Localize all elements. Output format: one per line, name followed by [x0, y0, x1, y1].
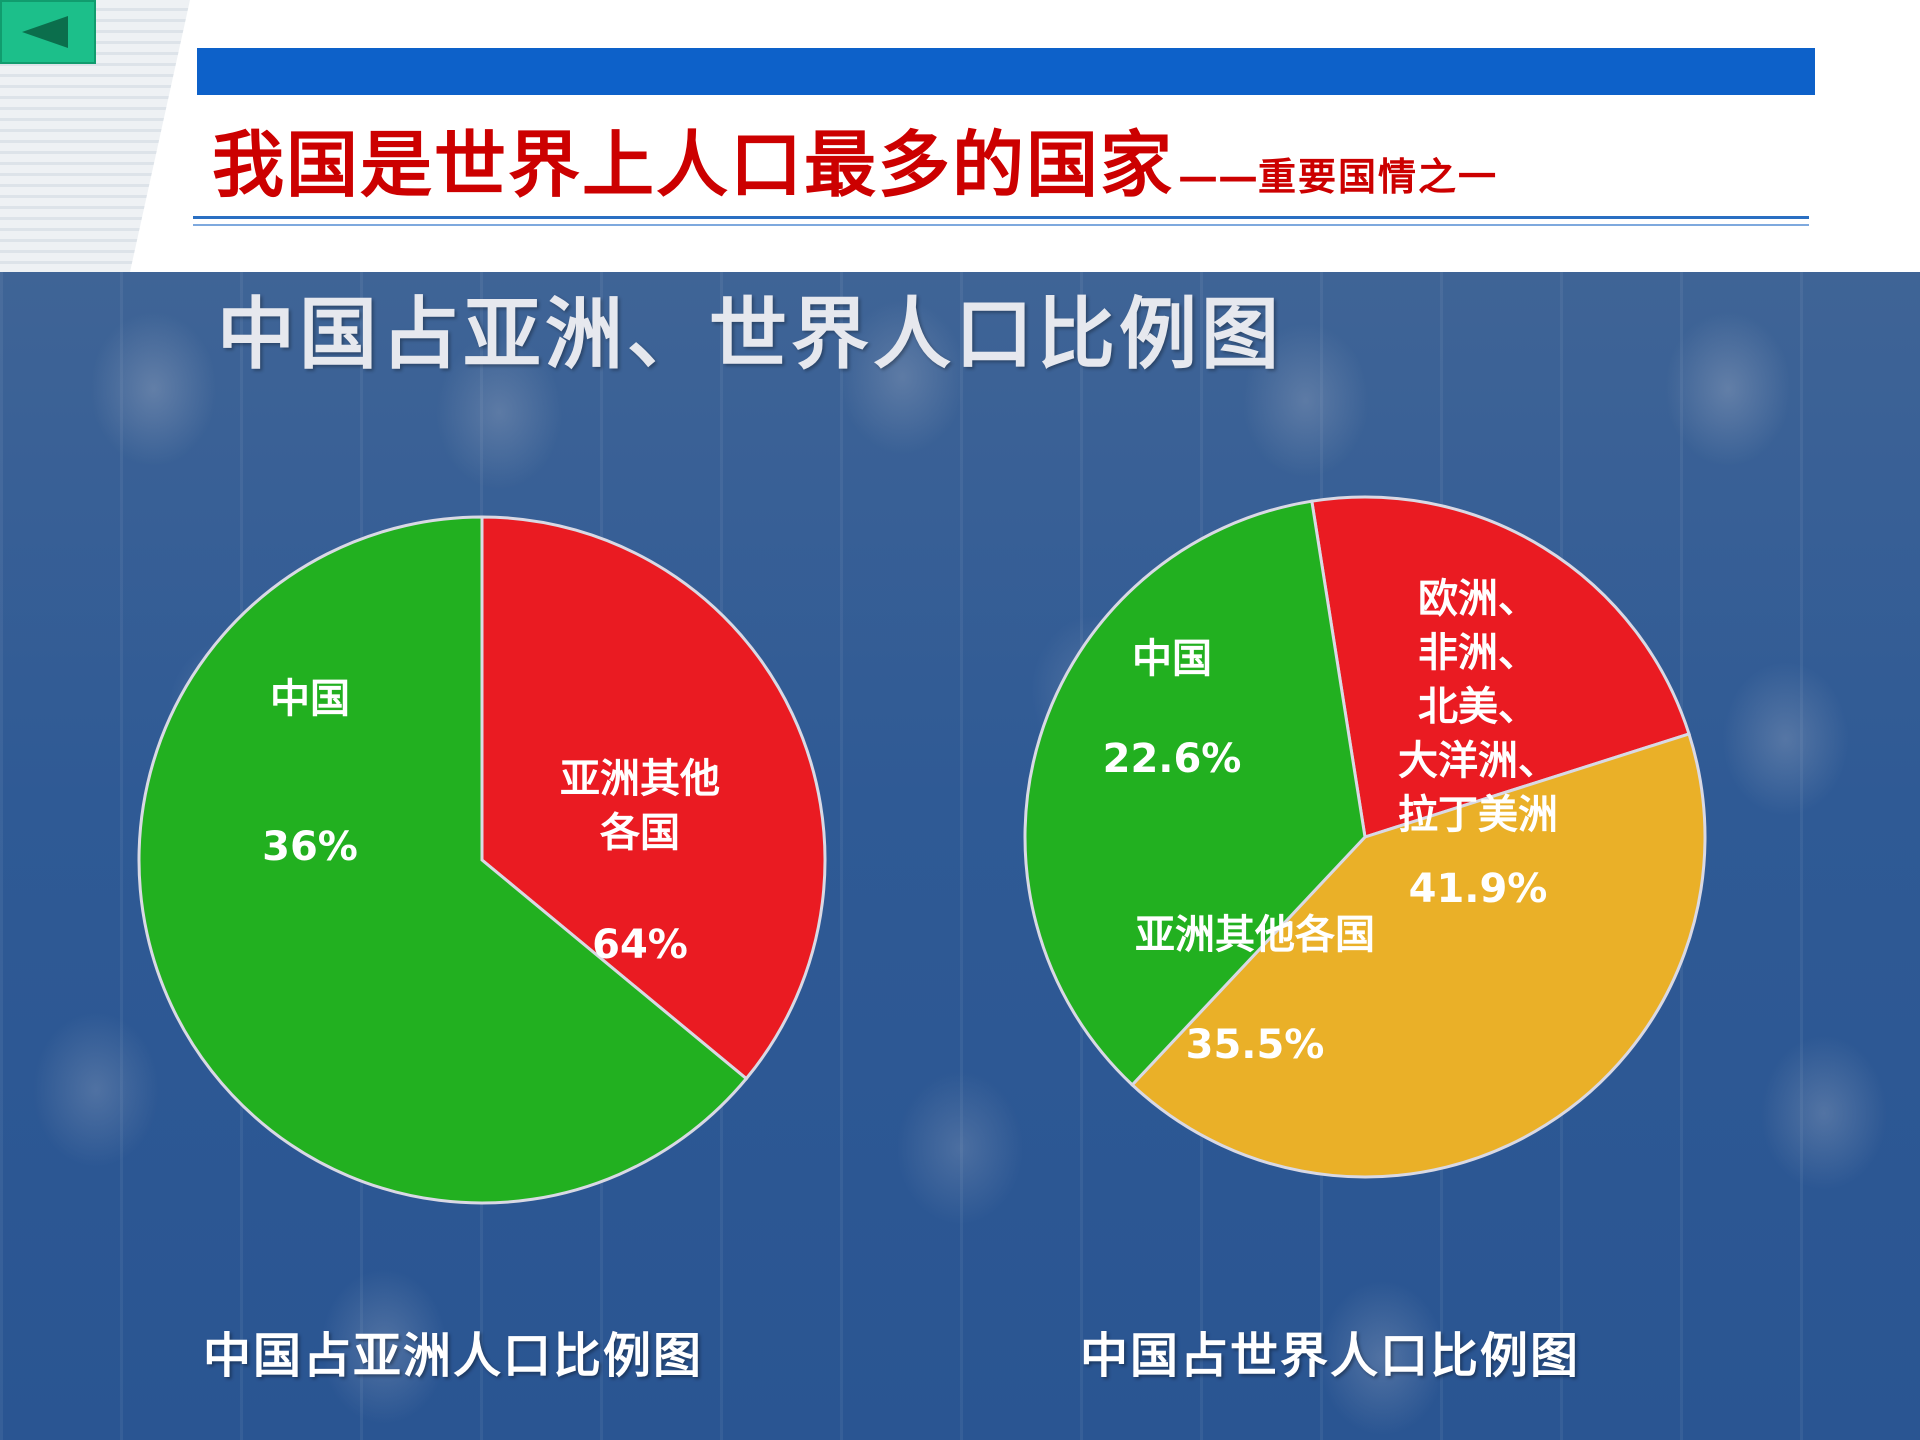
back-button[interactable]: [0, 0, 96, 64]
asia-slice-1: [137, 515, 749, 1205]
slide-header: 我国是世界上人口最多的国家 ——重要国情之一: [0, 0, 1920, 272]
world-slice-1-label: 欧洲、: [1418, 576, 1538, 622]
world-slice-0-value: 22.6%: [1103, 736, 1242, 782]
world-chart-caption: 中国占世界人口比例图: [1080, 1328, 1581, 1384]
pie-charts: 中国36%亚洲其他各国64%中国22.6%欧洲、非洲、北美、大洋洲、拉丁美洲41…: [137, 495, 1707, 1205]
world-slice-2: [1023, 499, 1367, 1087]
slide-title-subtitle: 重要国情之一: [1258, 154, 1499, 199]
asia-pie: 中国 36% 亚洲其他各国 64%: [137, 515, 827, 1205]
triangle-left-icon: [22, 16, 68, 48]
world-pie: 中国 22.6% 欧洲、非洲、北美、大洋洲、拉丁美洲 41.9% 亚洲其他各国 35.5%: [1023, 495, 1707, 1179]
world-slice-2-value: 35.5%: [1186, 1022, 1325, 1068]
header-blue-bar: [197, 48, 1815, 95]
world-slice-2-label: 亚洲其他各国: [1135, 912, 1375, 958]
asia-slice-1-label: 各国: [600, 810, 680, 856]
asia-slice-1-label: 亚洲其他: [560, 756, 720, 802]
world-slice-1-label: 北美、: [1418, 684, 1538, 730]
asia-chart-caption: 中国占亚洲人口比例图: [203, 1328, 704, 1384]
slide-title-main: 我国是世界上人口最多的国家: [212, 122, 1175, 207]
world-slice-1-value: 41.9%: [1409, 866, 1548, 912]
header-rule: [193, 216, 1809, 219]
asia-slice-0: [480, 515, 827, 1081]
asia-slice-0-value: 36%: [262, 824, 358, 870]
slide-title-dash: ——: [1178, 153, 1259, 200]
world-slice-0-label: 中国: [1132, 636, 1212, 682]
charts-title: 中国占亚洲、世界人口比例图: [216, 290, 1283, 380]
world-slice-1-label: 拉丁美洲: [1398, 792, 1558, 838]
asia-slice-0-label: 中国: [270, 676, 350, 722]
slide-title: 我国是世界上人口最多的国家 ——重要国情之一: [212, 106, 1499, 207]
world-slice-1-label: 大洋洲、: [1398, 738, 1558, 784]
header-rule-thin: [193, 224, 1809, 226]
chart-image-panel: 中国占亚洲、世界人口比例图 中国 36% 亚洲其他 各国 64% 中国 22.6% 欧洲、 非洲…: [0, 272, 1920, 1440]
world-slice-1: [1130, 732, 1707, 1179]
asia-slice-1-value: 64%: [592, 922, 688, 968]
world-slice-1-label: 非洲、: [1418, 630, 1538, 676]
world-slice-0: [1310, 495, 1691, 839]
